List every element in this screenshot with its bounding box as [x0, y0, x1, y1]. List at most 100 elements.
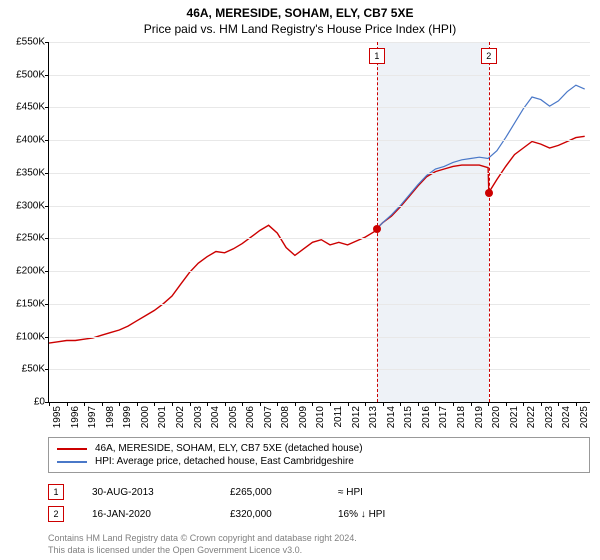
x-axis-label: 2013 — [368, 406, 379, 428]
chart-plot-area: £0£50K£100K£150K£200K£250K£300K£350K£400… — [48, 42, 590, 403]
y-tick — [45, 75, 49, 76]
x-tick — [190, 402, 191, 406]
sale-marker-dot — [373, 225, 381, 233]
sale-marker-dot — [485, 189, 493, 197]
x-tick — [277, 402, 278, 406]
chart-lines-svg — [49, 42, 590, 402]
y-tick — [45, 107, 49, 108]
sale-date: 16-JAN-2020 — [92, 509, 202, 520]
y-tick — [45, 206, 49, 207]
x-axis-label: 2021 — [509, 406, 520, 428]
y-tick — [45, 304, 49, 305]
chart-title-sub: Price paid vs. HM Land Registry's House … — [0, 20, 600, 42]
x-axis-label: 2010 — [315, 406, 326, 428]
chart-footer: Contains HM Land Registry data © Crown c… — [48, 533, 590, 556]
x-axis-label: 2001 — [157, 406, 168, 428]
legend-label: 46A, MERESIDE, SOHAM, ELY, CB7 5XE (deta… — [95, 443, 363, 454]
x-tick — [488, 402, 489, 406]
x-axis-label: 2006 — [245, 406, 256, 428]
y-axis-label: £50K — [5, 364, 45, 375]
x-tick — [84, 402, 85, 406]
x-tick — [67, 402, 68, 406]
y-axis-label: £550K — [5, 37, 45, 48]
x-axis-label: 2003 — [193, 406, 204, 428]
legend-swatch-hpi — [57, 461, 87, 463]
y-axis-label: £500K — [5, 69, 45, 80]
x-axis-label: 2023 — [544, 406, 555, 428]
x-tick — [541, 402, 542, 406]
x-axis-label: 2025 — [579, 406, 590, 428]
y-tick — [45, 173, 49, 174]
y-axis-label: £150K — [5, 298, 45, 309]
gridline — [49, 107, 590, 108]
x-tick — [207, 402, 208, 406]
x-tick — [558, 402, 559, 406]
x-tick — [400, 402, 401, 406]
x-axis-label: 1998 — [105, 406, 116, 428]
gridline — [49, 42, 590, 43]
x-axis-label: 2024 — [561, 406, 572, 428]
x-axis-label: 2005 — [228, 406, 239, 428]
x-tick — [154, 402, 155, 406]
gridline — [49, 140, 590, 141]
x-tick — [471, 402, 472, 406]
legend-item-hpi: HPI: Average price, detached house, East… — [57, 455, 581, 468]
x-tick — [453, 402, 454, 406]
x-tick — [172, 402, 173, 406]
y-tick — [45, 42, 49, 43]
x-axis-label: 1996 — [70, 406, 81, 428]
x-tick — [102, 402, 103, 406]
chart-title-address: 46A, MERESIDE, SOHAM, ELY, CB7 5XE — [0, 0, 600, 20]
x-tick — [523, 402, 524, 406]
x-tick — [225, 402, 226, 406]
x-tick — [295, 402, 296, 406]
gridline — [49, 304, 590, 305]
sale-marker-vline — [489, 42, 490, 402]
sale-marker-1: 1 — [48, 484, 64, 500]
y-axis-label: £0 — [5, 397, 45, 408]
x-tick — [506, 402, 507, 406]
x-tick — [49, 402, 50, 406]
gridline — [49, 206, 590, 207]
sale-marker-2: 2 — [48, 506, 64, 522]
x-axis-label: 2009 — [298, 406, 309, 428]
series-line-property — [49, 136, 585, 343]
y-tick — [45, 271, 49, 272]
x-tick — [260, 402, 261, 406]
y-axis-label: £250K — [5, 233, 45, 244]
x-axis-label: 2020 — [491, 406, 502, 428]
gridline — [49, 271, 590, 272]
x-axis-label: 2007 — [263, 406, 274, 428]
gridline — [49, 75, 590, 76]
chart-container: 46A, MERESIDE, SOHAM, ELY, CB7 5XE Price… — [0, 0, 600, 560]
footer-line: Contains HM Land Registry data © Crown c… — [48, 533, 590, 545]
x-axis-label: 2016 — [421, 406, 432, 428]
x-tick — [312, 402, 313, 406]
y-axis-label: £450K — [5, 102, 45, 113]
x-axis-label: 2022 — [526, 406, 537, 428]
gridline — [49, 238, 590, 239]
x-tick — [576, 402, 577, 406]
gridline — [49, 337, 590, 338]
legend-label: HPI: Average price, detached house, East… — [95, 456, 354, 467]
x-axis-label: 2018 — [456, 406, 467, 428]
x-axis-label: 2019 — [474, 406, 485, 428]
sale-marker-box: 1 — [369, 48, 385, 64]
y-axis-label: £100K — [5, 331, 45, 342]
y-axis-label: £400K — [5, 135, 45, 146]
x-tick — [418, 402, 419, 406]
sale-marker-vline — [377, 42, 378, 402]
x-axis-label: 2002 — [175, 406, 186, 428]
y-axis-label: £350K — [5, 167, 45, 178]
x-tick — [330, 402, 331, 406]
sale-hpi: 16% ↓ HPI — [338, 509, 418, 520]
y-axis-label: £300K — [5, 200, 45, 211]
x-axis-label: 2008 — [280, 406, 291, 428]
sale-row: 1 30-AUG-2013 £265,000 ≈ HPI — [48, 481, 590, 503]
x-axis-label: 2004 — [210, 406, 221, 428]
gridline — [49, 369, 590, 370]
x-axis-label: 2011 — [333, 406, 344, 428]
x-axis-label: 2012 — [351, 406, 362, 428]
legend-swatch-property — [57, 448, 87, 450]
sale-price: £320,000 — [230, 509, 310, 520]
